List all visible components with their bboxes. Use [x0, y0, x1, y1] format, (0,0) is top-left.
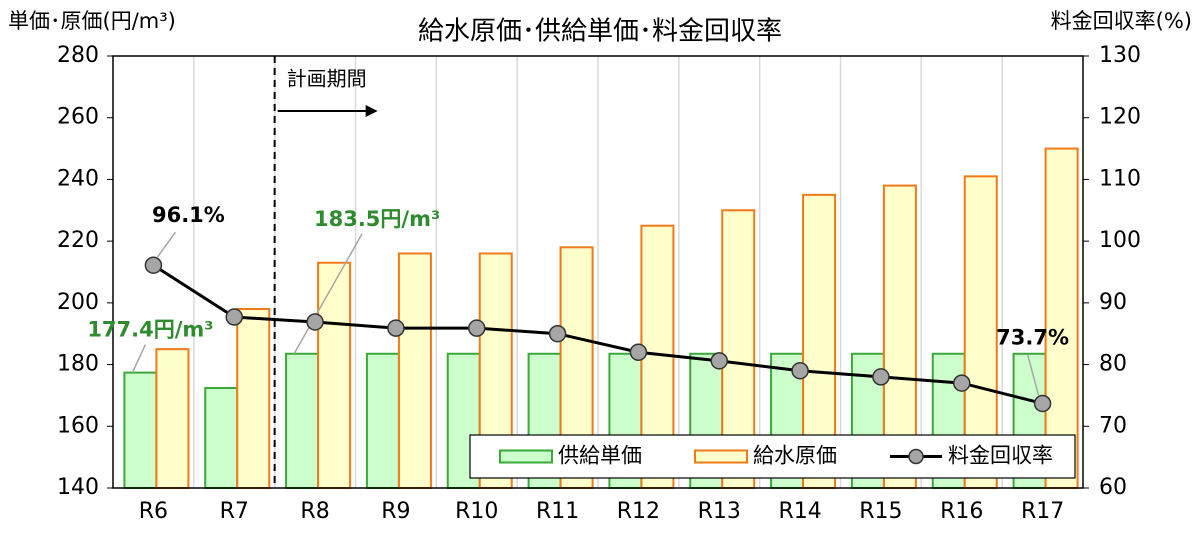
y-tick-label: 240: [57, 166, 99, 191]
legend-label: 供給単価: [558, 444, 642, 468]
marker: [953, 374, 971, 392]
x-tick-label: R17: [1021, 499, 1064, 524]
data-label: 96.1%: [152, 203, 225, 227]
bar: [204, 387, 239, 489]
bar: [123, 371, 158, 490]
legend-swatch: [499, 449, 553, 464]
y2-axis-label: 料金回収率(%): [1051, 9, 1192, 33]
marker: [1033, 394, 1052, 413]
bar: [155, 348, 190, 489]
y-axis-label: 単価･原価(円/m³): [8, 9, 176, 33]
y-tick-label: 200: [57, 290, 99, 315]
x-tick-label: R8: [300, 499, 329, 524]
legend-label: 料金回収率: [948, 444, 1053, 468]
x-tick-label: R10: [455, 499, 498, 524]
data-label: 183.5円/m³: [314, 207, 440, 231]
y-tick-label: 280: [57, 43, 99, 68]
x-tick-label: R14: [778, 499, 821, 524]
leader-line: [131, 344, 147, 373]
y2-tick-label: 120: [1099, 105, 1141, 130]
chart-title: 給水原価･供給単価･料金回収率: [418, 17, 782, 47]
data-label: 73.7%: [996, 325, 1069, 349]
y2-tick-label: 110: [1099, 166, 1141, 191]
y2-tick-label: 100: [1099, 228, 1141, 253]
y2-tick-label: 70: [1099, 413, 1127, 438]
x-tick-label: R13: [698, 499, 741, 524]
x-tick-label: R9: [381, 499, 410, 524]
x-tick-label: R15: [859, 499, 902, 524]
marker: [872, 368, 890, 386]
y-tick-label: 140: [57, 475, 99, 500]
y-tick-label: 260: [57, 105, 99, 130]
bar: [236, 308, 271, 489]
y2-tick-label: 130: [1099, 43, 1141, 68]
x-tick-label: R6: [139, 499, 168, 524]
marker: [548, 324, 567, 343]
marker: [306, 313, 324, 331]
leader-line: [293, 233, 363, 355]
y2-tick-label: 80: [1099, 352, 1127, 377]
marker: [225, 308, 243, 326]
bar: [365, 352, 400, 489]
leader-line: [1026, 354, 1040, 396]
marker: [144, 256, 163, 274]
x-tick-label: R16: [940, 499, 983, 524]
marker: [629, 343, 648, 361]
marker: [387, 319, 405, 337]
y-tick-label: 160: [57, 413, 99, 438]
marker: [791, 361, 809, 380]
period-label: 計画期間: [287, 67, 367, 91]
x-tick-label: R12: [617, 499, 660, 524]
marker: [710, 352, 728, 370]
y2-tick-label: 60: [1099, 475, 1127, 500]
period-arrow-head: [365, 105, 378, 117]
plot-frame: [112, 55, 1084, 489]
bar: [317, 261, 352, 489]
x-tick-label: R11: [536, 499, 579, 524]
y-tick-label: 220: [57, 228, 99, 253]
bar: [285, 352, 320, 489]
legend-marker: [908, 448, 924, 465]
x-tick-label: R7: [220, 499, 249, 524]
line: [152, 263, 1043, 405]
marker: [468, 319, 486, 337]
legend-swatch: [694, 449, 748, 464]
bar: [397, 252, 432, 489]
legend-box: [469, 434, 1076, 479]
y2-tick-label: 90: [1099, 290, 1127, 315]
leader-line: [156, 231, 177, 258]
y-tick-label: 180: [57, 352, 99, 377]
data-label: 177.4円/m³: [87, 318, 213, 342]
legend-label: 給水原価: [753, 444, 837, 468]
